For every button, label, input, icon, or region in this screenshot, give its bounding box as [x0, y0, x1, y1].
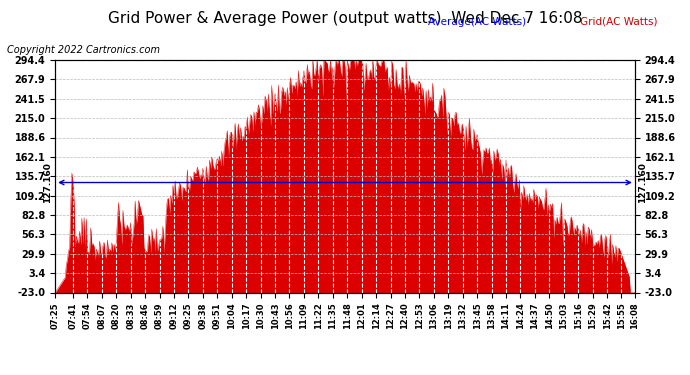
Text: 127.160: 127.160: [43, 162, 52, 203]
Text: Grid(AC Watts): Grid(AC Watts): [580, 17, 657, 27]
Text: Average(AC Watts): Average(AC Watts): [428, 17, 526, 27]
Text: Grid Power & Average Power (output watts)  Wed Dec 7 16:08: Grid Power & Average Power (output watts…: [108, 11, 582, 26]
Text: 127.160: 127.160: [638, 162, 647, 203]
Text: Copyright 2022 Cartronics.com: Copyright 2022 Cartronics.com: [7, 45, 160, 55]
